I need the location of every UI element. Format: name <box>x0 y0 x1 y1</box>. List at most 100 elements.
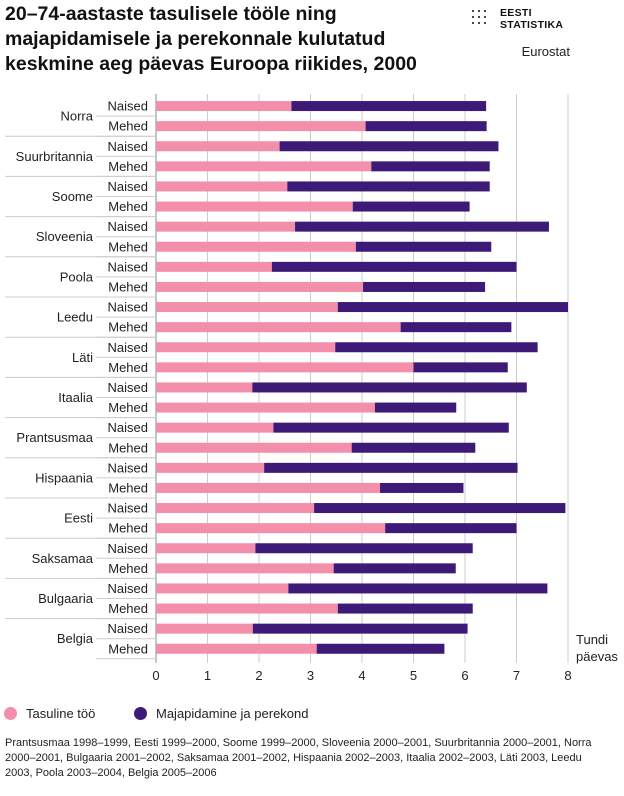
x-tick-label: 4 <box>358 668 365 683</box>
bar-household <box>335 342 538 353</box>
group-label: Naised <box>108 340 148 355</box>
bar-paid-work <box>156 322 401 333</box>
group-label: Mehed <box>108 159 148 174</box>
group-label: Mehed <box>108 561 148 576</box>
bar-household <box>371 161 490 172</box>
group-label: Naised <box>108 501 148 516</box>
bar-paid-work <box>156 543 256 554</box>
bar-household <box>400 322 512 333</box>
group-label: Mehed <box>108 320 148 335</box>
bar-household <box>337 302 568 313</box>
bar-household <box>291 101 487 112</box>
logo-line-1: EESTI <box>500 7 532 19</box>
group-label: Mehed <box>108 480 148 495</box>
country-label: Sloveenia <box>36 229 94 244</box>
country-label: Suurbritannia <box>16 149 94 164</box>
group-label: Naised <box>108 300 148 315</box>
group-label: Mehed <box>108 400 148 415</box>
logo-dots-icon <box>471 9 487 25</box>
x-axis-label: Tundi <box>576 632 608 647</box>
bar-paid-work <box>156 161 372 172</box>
country-label: Hispaania <box>35 470 94 485</box>
x-axis-label: päevas <box>576 649 618 664</box>
bar-paid-work <box>156 261 272 272</box>
bar-paid-work <box>156 523 386 534</box>
country-label: Leedu <box>57 310 93 325</box>
data-source: Eurostat <box>521 44 570 59</box>
group-label: Mehed <box>108 641 148 656</box>
x-tick-label: 3 <box>307 668 314 683</box>
country-label: Norra <box>60 109 93 124</box>
bar-paid-work <box>156 643 317 654</box>
bar-paid-work <box>156 362 414 373</box>
country-label: Poola <box>60 269 94 284</box>
bar-paid-work <box>156 201 353 212</box>
bar-paid-work <box>156 241 356 252</box>
group-label: Naised <box>108 179 148 194</box>
bar-paid-work <box>156 101 292 112</box>
legend-item-paid-work: Tasuline töö <box>4 706 95 721</box>
x-tick-label: 8 <box>564 668 571 683</box>
bar-household <box>380 482 464 493</box>
x-tick-label: 1 <box>204 668 211 683</box>
group-label: Naised <box>108 420 148 435</box>
bar-paid-work <box>156 503 315 514</box>
group-label: Mehed <box>108 279 148 294</box>
bar-household <box>365 121 487 132</box>
bar-paid-work <box>156 302 338 313</box>
group-label: Naised <box>108 460 148 475</box>
group-label: Naised <box>108 139 148 154</box>
country-label: Belgia <box>57 631 94 646</box>
bar-household <box>337 603 473 614</box>
bar-paid-work <box>156 563 334 574</box>
bar-household <box>252 623 468 634</box>
bar-household <box>316 643 445 654</box>
legend-swatch-household <box>134 707 147 720</box>
bar-paid-work <box>156 121 366 132</box>
bar-paid-work <box>156 141 280 152</box>
bar-household <box>385 523 517 534</box>
bar-paid-work <box>156 221 296 232</box>
bar-paid-work <box>156 482 381 493</box>
group-label: Naised <box>108 259 148 274</box>
x-tick-label: 2 <box>255 668 262 683</box>
bar-paid-work <box>156 382 253 393</box>
stacked-bar-chart: Naised Mehed Norra Naised Mehed Suurbritannia… <box>5 94 618 683</box>
bar-paid-work <box>156 462 265 473</box>
country-label: Eesti <box>64 511 93 526</box>
group-label: Mehed <box>108 119 148 134</box>
group-label: Naised <box>108 99 148 114</box>
bar-household <box>287 181 490 192</box>
bar-household <box>271 261 517 272</box>
group-label: Naised <box>108 541 148 556</box>
bar-household <box>252 382 527 393</box>
group-label: Naised <box>108 219 148 234</box>
legend-swatch-paid-work <box>4 707 17 720</box>
bar-paid-work <box>156 342 336 353</box>
bar-paid-work <box>156 402 375 413</box>
chart-title: 20–74-aastaste tasulisele tööle ning maj… <box>5 3 417 75</box>
group-label: Mehed <box>108 601 148 616</box>
logo-line-2: STATISTIKA <box>500 19 564 31</box>
bar-household <box>288 583 548 594</box>
group-label: Mehed <box>108 239 148 254</box>
country-label: Läti <box>72 350 93 365</box>
bar-paid-work <box>156 181 288 192</box>
bar-household <box>355 241 492 252</box>
bar-paid-work <box>156 623 253 634</box>
legend-label-paid-work: Tasuline töö <box>26 706 96 721</box>
group-label: Mehed <box>108 360 148 375</box>
bar-paid-work <box>156 281 364 292</box>
footnote: Prantsusmaa 1998–1999, Eesti 1999–2000, … <box>5 737 592 779</box>
bar-paid-work <box>156 603 338 614</box>
bar-household <box>273 422 509 433</box>
bar-household <box>413 362 508 373</box>
country-label: Itaalia <box>58 390 93 405</box>
legend-item-household: Majapidamine ja perekond <box>134 706 308 721</box>
group-label: Mehed <box>108 440 148 455</box>
bar-household <box>352 201 470 212</box>
bar-household <box>279 141 499 152</box>
country-label: Soome <box>52 189 93 204</box>
group-label: Mehed <box>108 199 148 214</box>
country-label: Bulgaaria <box>38 591 94 606</box>
